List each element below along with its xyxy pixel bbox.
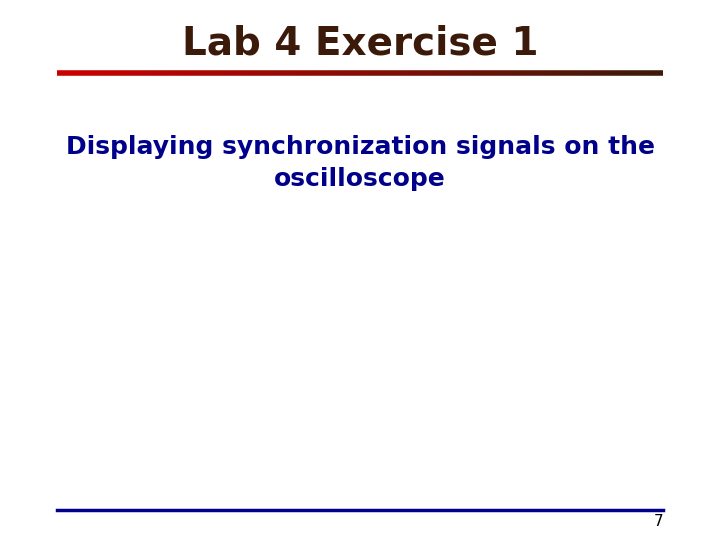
Text: Displaying synchronization signals on the
oscilloscope: Displaying synchronization signals on th…	[66, 135, 654, 191]
Text: 7: 7	[654, 514, 663, 529]
Text: Lab 4 Exercise 1: Lab 4 Exercise 1	[181, 24, 539, 62]
